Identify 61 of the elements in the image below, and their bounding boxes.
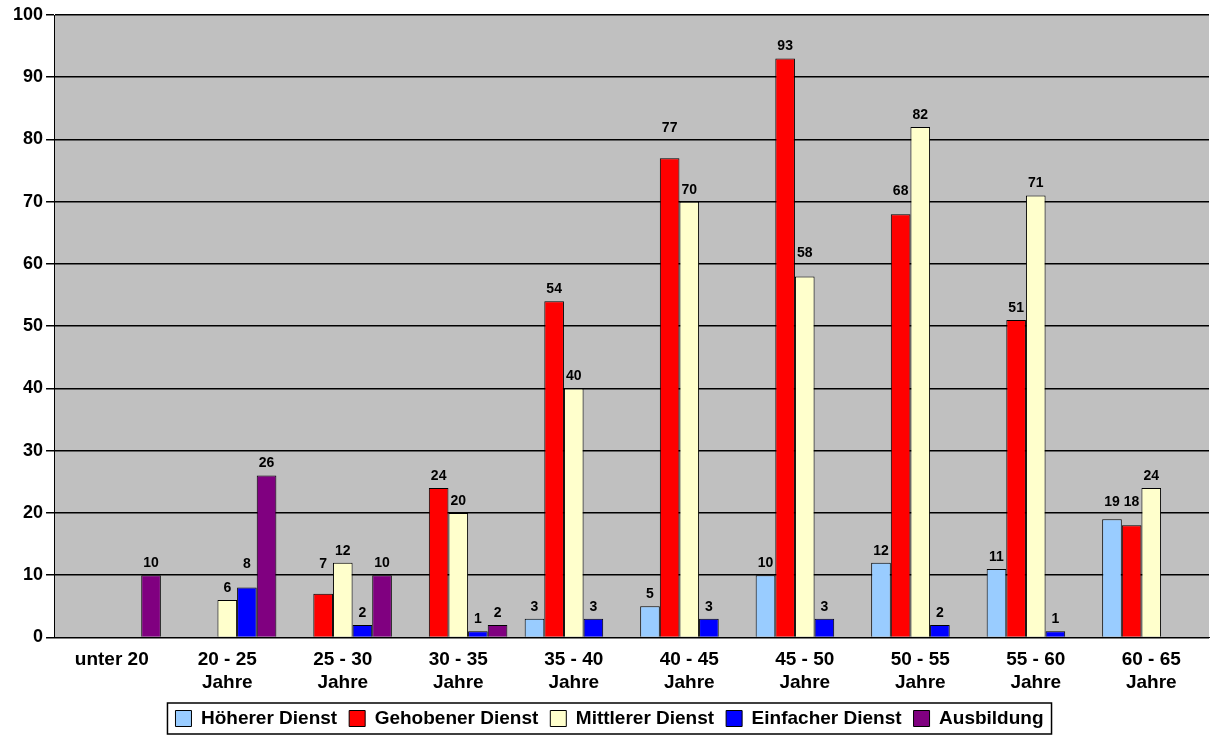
y-tick-label: 30: [23, 439, 44, 460]
data-label: 24: [430, 466, 447, 483]
y-tick-label: 70: [23, 190, 44, 211]
legend-label: Höherer Dienst: [200, 706, 338, 728]
data-label: 20: [450, 491, 467, 508]
y-tick-label: 80: [23, 128, 44, 149]
x-tick-label: 60 - 65 Jahre: [1121, 648, 1182, 692]
x-tick-label: 25 - 30 Jahre: [313, 648, 373, 692]
legend-label: Gehobener Dienst: [374, 706, 539, 728]
data-label: 7: [319, 555, 328, 572]
data-label: 3: [589, 597, 598, 614]
data-label: 24: [1143, 466, 1160, 483]
x-tick-label: 20 - 25 Jahre: [197, 648, 258, 692]
data-label: 3: [820, 597, 829, 614]
data-label: 71: [1027, 174, 1044, 191]
y-tick-label: 0: [33, 626, 44, 647]
x-tick-label: 35 - 40 Jahre: [544, 648, 604, 692]
data-label: 3: [530, 597, 539, 614]
data-label: 12: [873, 541, 889, 558]
y-tick-label: 60: [23, 252, 44, 273]
x-tick-label: 45 - 50 Jahre: [775, 648, 835, 692]
data-label: 51: [1008, 298, 1025, 315]
data-label: 2: [935, 603, 944, 620]
data-label: 93: [777, 37, 794, 54]
x-tick-label: unter 20: [74, 648, 149, 670]
data-label: 18: [1123, 492, 1140, 509]
data-label: 68: [892, 181, 909, 198]
data-label: 5: [646, 585, 655, 602]
data-label: 8: [243, 555, 252, 572]
y-tick-label: 50: [23, 315, 44, 336]
data-label: 10: [143, 554, 160, 571]
x-tick-label: 40 - 45 Jahre: [659, 648, 720, 692]
data-label: 77: [661, 119, 678, 136]
legend-label: Mittlerer Dienst: [575, 706, 715, 728]
x-tick-label: 50 - 55 Jahre: [890, 648, 951, 692]
data-label: 70: [681, 180, 698, 197]
data-label: 1: [474, 610, 483, 627]
data-label: 3: [705, 597, 713, 614]
data-label: 26: [258, 454, 275, 471]
data-label: 2: [493, 603, 502, 620]
data-label: 6: [223, 578, 232, 595]
data-label: 12: [334, 541, 351, 558]
data-label: 19: [1104, 492, 1120, 509]
data-label: 11: [989, 547, 1005, 564]
data-label: 54: [546, 280, 563, 297]
data-label: 10: [757, 554, 774, 571]
legend-label: Ausbildung: [939, 706, 1044, 728]
y-tick-label: 20: [23, 501, 44, 522]
y-tick-label: 100: [12, 3, 44, 24]
data-label: 10: [374, 554, 391, 571]
y-tick-label: 10: [23, 564, 44, 585]
data-label: 58: [796, 243, 813, 260]
data-label: 1: [1051, 610, 1060, 627]
data-label: 2: [358, 603, 367, 620]
x-tick-label: 30 - 35 Jahre: [428, 648, 489, 692]
data-label: 40: [565, 367, 582, 384]
data-label: 82: [912, 105, 929, 122]
y-tick-label: 90: [23, 66, 44, 87]
x-tick-label: 55 - 60 Jahre: [1006, 648, 1066, 692]
y-tick-label: 40: [23, 377, 44, 398]
legend-label: Einfacher Dienst: [751, 706, 903, 728]
